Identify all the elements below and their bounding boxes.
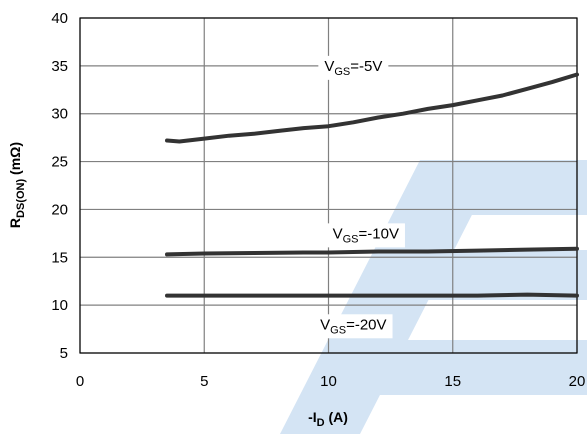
series-label-1: VGS=-10V: [333, 225, 399, 245]
y-tick-label-15: 15: [51, 249, 68, 266]
x-tick-labels: 0 5 10 15 20: [76, 373, 586, 390]
x-axis-label-main: -I: [308, 409, 317, 425]
y-axis-label-main: R: [7, 218, 23, 228]
x-tick-label-10: 10: [320, 373, 337, 390]
series-label-value: =-5V: [350, 58, 382, 75]
y-axis-label-sub: DS(ON): [15, 178, 27, 217]
y-axis-label-unit: (mΩ): [7, 142, 23, 179]
watermark-shape-2: [370, 250, 587, 300]
series-label-value: =-20V: [346, 316, 386, 333]
y-axis-label: RDS(ON) (mΩ): [7, 142, 27, 228]
series-label-main: V: [320, 316, 330, 333]
series-label-sub: GS: [334, 66, 350, 78]
series-label-value: =-10V: [359, 225, 399, 242]
series-label-sub: GS: [343, 233, 359, 245]
series-label-bg-1: [326, 223, 405, 248]
x-tick-label-15: 15: [444, 373, 461, 390]
x-axis-label-sub: D: [317, 417, 325, 429]
plot-frame: [79, 17, 578, 354]
series-label-2: VGS=-20V: [320, 316, 386, 336]
series-line-1: [165, 246, 579, 257]
y-tick-label-30: 30: [51, 106, 68, 123]
y-tick-label-5: 5: [60, 345, 68, 362]
watermark-shape-3: [318, 340, 587, 395]
y-tick-label-25: 25: [51, 154, 68, 171]
series-label-bg-2: [314, 314, 393, 339]
series-label-0: VGS=-5V: [324, 58, 382, 78]
y-tick-label-20: 20: [51, 201, 68, 218]
x-tick-label-0: 0: [76, 373, 84, 390]
x-tick-label-5: 5: [200, 373, 208, 390]
x-axis-label: -ID (A): [308, 409, 348, 429]
y-tick-label-10: 10: [51, 297, 68, 314]
series-label-main: V: [324, 58, 334, 75]
series-label-sub: GS: [330, 324, 346, 336]
series-line-2: [165, 292, 579, 298]
series-line-0: [165, 72, 579, 144]
x-axis-label-unit: (A): [325, 409, 348, 425]
y-tick-labels: 5 10 15 20 25 30 35 40: [51, 10, 68, 362]
series-label-main: V: [333, 225, 343, 242]
y-tick-label-35: 35: [51, 58, 68, 75]
series-label-bg-0: [318, 55, 389, 80]
y-tick-label-40: 40: [51, 10, 68, 27]
series-layer: [165, 72, 579, 298]
watermark-shape-1: [412, 160, 587, 215]
x-tick-label-20: 20: [569, 373, 586, 390]
